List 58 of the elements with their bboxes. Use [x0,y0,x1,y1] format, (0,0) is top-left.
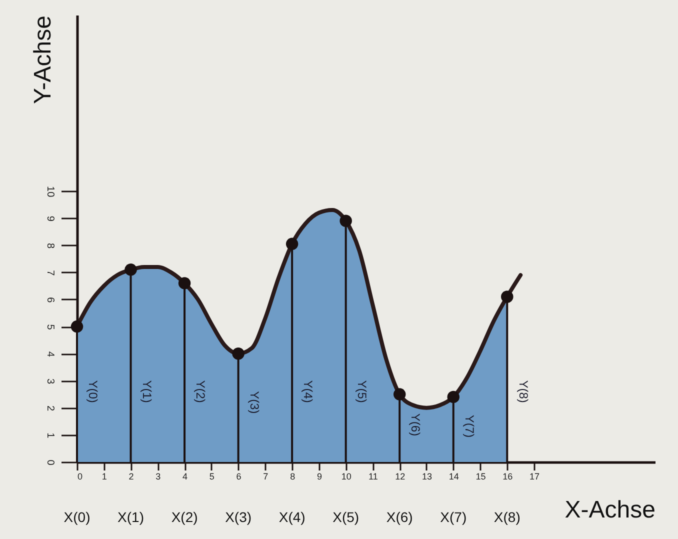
x-tick-label: 16 [502,472,513,482]
x-tick-label: 14 [448,472,459,482]
text: X(7) [440,509,467,525]
x-tick-label: 8 [290,472,296,482]
x-tick-label: 9 [316,472,322,482]
y-axis-title: Y-Achse [30,16,56,104]
annotation: Y(7) [462,414,476,438]
annotation: Y(5) [354,380,369,403]
x-tick-label: 7 [263,472,268,482]
x-tick-label: 0 [78,472,83,482]
point [232,348,244,360]
x-axis-title: X-Achse [564,496,656,524]
x-tick-label: 12 [395,472,406,482]
text: X(5) [332,509,360,525]
text: X(6) [386,509,413,525]
y-tick-label: 3 [44,378,56,384]
y-tick-label: 10 [44,186,56,198]
y-tick-label: 2 [44,406,56,412]
point [70,320,84,333]
x-tick-label: 10 [341,472,352,482]
annotation: Y(1) [140,380,154,403]
text: X(3) [225,509,252,525]
text: X(1) [118,509,144,525]
annotation: Y(3) [247,391,262,414]
y-tick-label: 0 [44,460,56,466]
y-tick-label: 9 [44,216,56,222]
y-tick-label: 5 [44,324,56,330]
x-tick-label: 11 [368,472,378,482]
x-tick-label: 1 [102,472,107,482]
x-tick-label: 5 [209,472,214,482]
y-tick-label: 8 [44,242,56,249]
annotation: Y(8) [516,380,530,403]
x-tick-label: 13 [422,472,432,482]
point [340,214,352,228]
y-tick-label: 7 [44,270,56,276]
x-tick-label: 17 [530,472,540,482]
x-tick-label: 15 [476,472,486,482]
x-tick-label: 3 [156,472,161,482]
text: X(4) [278,509,306,525]
text: X(0) [64,509,90,525]
y-tick-label: 6 [44,297,56,304]
point [178,277,191,290]
annotation: Y(6) [408,413,423,436]
point [124,264,137,276]
x-tick-label: 2 [128,472,134,482]
y-tick-label: 4 [44,351,56,358]
x-tick-label: 4 [182,472,188,482]
point [447,390,460,404]
point [393,388,406,400]
annotation: Y(2) [194,380,208,403]
annotation: Y(0) [86,380,100,403]
point [286,238,298,250]
text: X(2) [171,509,198,525]
point [501,290,514,303]
text: X(8) [494,509,520,525]
annotation: Y(4) [301,380,316,403]
x-tick-label: 6 [236,472,242,482]
y-tick-label: 1 [44,432,56,439]
